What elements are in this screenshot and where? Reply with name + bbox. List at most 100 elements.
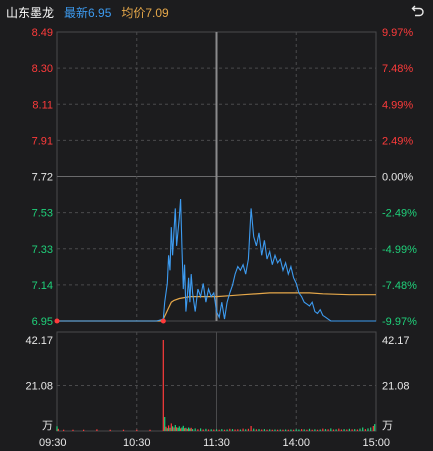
volume-bar — [215, 429, 218, 431]
volume-tick-label: 21.08 — [25, 381, 53, 393]
volume-bar — [340, 429, 342, 431]
volume-bar — [319, 429, 321, 431]
volume-bar — [348, 428, 350, 431]
volume-bar — [231, 429, 234, 431]
volume-bar — [359, 428, 361, 431]
volume-bar — [96, 429, 98, 431]
volume-bar — [247, 428, 249, 431]
volume-bar — [301, 429, 303, 431]
volume-bar — [176, 427, 178, 431]
volume-tick-label: 42.17 — [25, 335, 53, 347]
volume-bar — [316, 429, 319, 431]
volume-bar — [237, 429, 239, 431]
volume-bar — [303, 429, 305, 431]
volume-bar — [327, 429, 329, 431]
time-tick-label: 15:00 — [362, 437, 390, 449]
volume-bar — [282, 429, 284, 431]
volume-bar — [173, 427, 175, 431]
volume-bar — [185, 427, 187, 431]
price-tick-label: 7.14 — [32, 280, 53, 292]
percent-tick-label: -7.48% — [382, 280, 417, 292]
time-tick-label: 09:30 — [39, 437, 67, 449]
volume-bar — [189, 428, 191, 431]
volume-tick-label: 21.08 — [382, 381, 410, 393]
volume-bar — [177, 427, 179, 431]
volume-bar — [122, 429, 125, 431]
volume-bar — [354, 429, 356, 431]
volume-bar — [346, 429, 348, 431]
price-tick-label: 7.72 — [32, 172, 53, 184]
volume-bar — [290, 429, 292, 431]
chart-header: 山东墨龙 最新6.95 均价7.09 — [0, 0, 433, 24]
volume-bar — [245, 429, 247, 431]
volume-bar — [194, 428, 196, 431]
volume-bar — [370, 427, 372, 431]
volume-bar — [295, 429, 297, 431]
time-tick-label: 10:30 — [123, 437, 151, 449]
volume-bar — [263, 429, 265, 431]
volume-bar — [218, 429, 220, 431]
volume-bar — [362, 427, 364, 431]
volume-bar — [330, 428, 332, 431]
volume-bar — [223, 429, 226, 431]
volume-bar — [205, 428, 207, 431]
volume-bar — [372, 426, 374, 431]
percent-tick-label: -2.49% — [382, 208, 417, 220]
volume-bar — [184, 428, 186, 431]
volume-bar — [56, 426, 58, 431]
volume-bar — [287, 429, 289, 431]
volume-bar — [221, 429, 223, 431]
open-price-marker — [54, 318, 60, 324]
percent-tick-label: -9.97% — [382, 316, 417, 328]
volume-bar — [200, 428, 202, 431]
price-tick-label: 7.33 — [32, 244, 53, 256]
price-tick-label: 7.53 — [32, 208, 53, 220]
volume-bar — [332, 429, 335, 431]
volume-bar — [164, 417, 166, 431]
volume-bar — [182, 425, 184, 431]
volume-bar — [192, 429, 194, 431]
volume-bar — [374, 424, 376, 431]
latest-price: 最新6.95 — [64, 5, 112, 20]
price-tick-label: 8.11 — [32, 99, 53, 111]
stock-name: 山东墨龙 — [6, 5, 55, 20]
volume-bar — [180, 428, 182, 431]
price-tick-label: 8.49 — [32, 27, 53, 39]
volume-bar — [279, 429, 281, 431]
volume-bar — [162, 340, 164, 431]
volume-bar — [229, 428, 231, 431]
price-jump-marker — [160, 318, 166, 324]
volume-bar — [72, 429, 74, 431]
volume-bar — [197, 429, 199, 431]
price-line — [57, 198, 376, 322]
average-price: 均价7.09 — [121, 5, 169, 20]
volume-bar — [343, 429, 345, 431]
volume-bar — [356, 429, 358, 431]
volume-bar — [364, 429, 366, 431]
volume-bar — [274, 429, 276, 431]
volume-bar — [168, 425, 170, 431]
time-tick-label: 14:00 — [282, 437, 310, 449]
volume-bar — [63, 429, 65, 431]
volume-bar — [271, 429, 273, 431]
price-tick-label: 7.91 — [32, 135, 53, 147]
volume-bar — [186, 428, 188, 431]
volume-bar — [314, 429, 316, 431]
volume-bar — [174, 425, 176, 431]
back-button[interactable] — [409, 2, 427, 20]
volume-bar — [293, 429, 295, 431]
volume-bar — [166, 428, 168, 431]
volume-bar — [258, 429, 260, 431]
volume-bar — [57, 428, 59, 431]
volume-bar — [277, 429, 279, 431]
volume-bar — [149, 429, 151, 431]
volume-bar — [269, 429, 271, 431]
volume-bar — [190, 427, 192, 431]
time-tick-label: 11:30 — [203, 437, 230, 449]
volume-bar — [169, 427, 171, 431]
volume-bar — [213, 429, 215, 431]
volume-bar — [178, 426, 180, 431]
volume-bar — [226, 429, 228, 431]
undo-icon — [411, 5, 424, 17]
